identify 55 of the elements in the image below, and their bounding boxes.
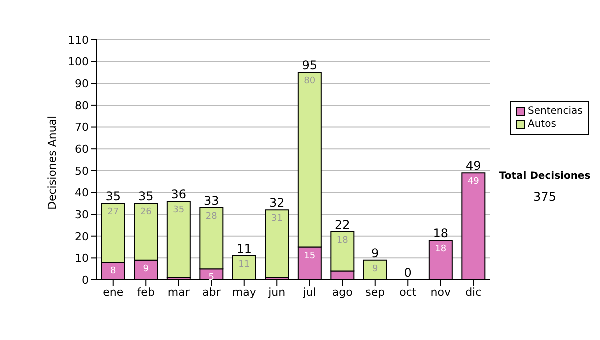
data-label: 9 [143,264,150,274]
legend-label: Autos [528,118,556,131]
total-label: 36 [171,187,187,202]
total-label: 18 [433,226,449,241]
total-label: 32 [269,196,285,210]
data-label: 11 [238,260,250,270]
x-tick-label: feb [137,286,155,299]
y-tick-label: 70 [75,121,89,134]
data-label: 49 [468,177,480,188]
x-tick-label: jun [268,286,286,299]
y-tick-label: 10 [75,252,89,266]
x-tick-label: abr [202,286,222,299]
data-label: 27 [108,208,120,218]
total-label: 9 [372,246,380,260]
y-tick-label: 80 [75,99,89,112]
total-label: 35 [138,190,154,204]
total-label: 49 [466,159,482,174]
total-label: 22 [334,218,350,232]
y-tick-label: 110 [68,34,89,47]
text: 375 [532,190,558,204]
data-label: 80 [304,76,316,87]
y-axis-title: Decisiones Anual [46,116,59,210]
y-tick-label: 90 [75,78,89,91]
total-label: 0 [404,266,412,280]
text: Total Decisiones [498,171,592,182]
legend-label: Sentencias [528,105,583,118]
data-label: 26 [140,208,152,218]
x-tick-label: jul [302,286,316,299]
data-label: 18 [336,236,349,246]
y-tick-label: 0 [82,274,89,287]
data-label: 15 [304,251,316,262]
x-tick-label: ene [103,286,124,299]
data-label: 35 [173,205,185,216]
data-label: 28 [206,212,218,222]
y-tick-label: 20 [75,230,89,244]
total-label: 35 [106,190,122,204]
x-tick-label: nov [430,286,452,299]
y-tick-label: 50 [75,164,89,178]
x-tick-label: dic [466,286,482,299]
data-label: 8 [110,266,117,277]
y-tick-label: 60 [75,142,89,156]
y-tick-label: 30 [75,208,89,222]
x-tick-label: mar [168,286,190,299]
data-label: 9 [372,264,379,274]
data-label: 31 [271,214,283,224]
x-tick-label: oct [400,286,418,299]
total-label: 95 [302,58,318,73]
y-tick-label: 40 [75,186,89,200]
x-tick-label: ago [332,286,354,299]
total-label: 33 [204,194,220,208]
data-label: 18 [435,244,447,255]
x-tick-label: may [232,286,257,299]
total-label: 11 [236,242,252,256]
y-tick-label: 100 [68,56,89,69]
x-tick-label: sep [366,286,386,299]
